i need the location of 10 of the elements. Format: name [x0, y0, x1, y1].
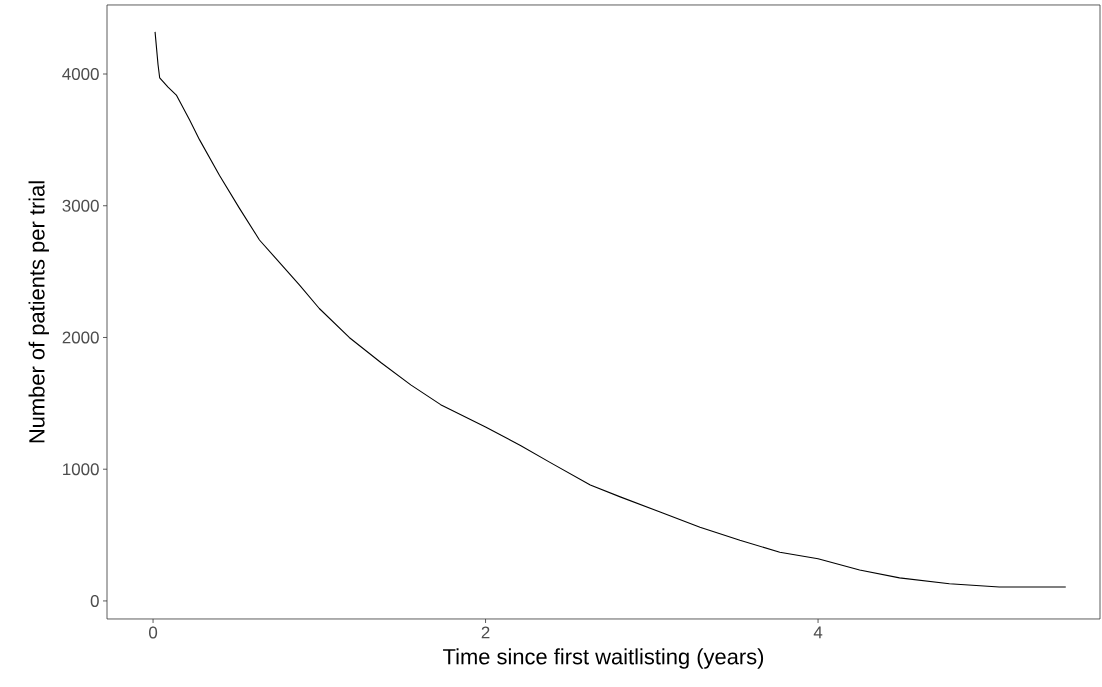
x-tick-label: 0 — [149, 626, 158, 639]
x-tick-label: 4 — [813, 626, 823, 639]
y-tick-label: 1000 — [63, 463, 99, 476]
y-tick-label: 2000 — [62, 331, 99, 344]
y-axis-title: Number of patients per trial — [28, 181, 49, 443]
y-tick-label: 3000 — [62, 199, 99, 212]
y-tick-label: 0 — [90, 594, 99, 607]
y-tick-label: 4000 — [62, 68, 99, 81]
x-axis-title: Time since first waitlisting (years) — [443, 648, 764, 669]
x-tick-label: 2 — [481, 626, 490, 639]
